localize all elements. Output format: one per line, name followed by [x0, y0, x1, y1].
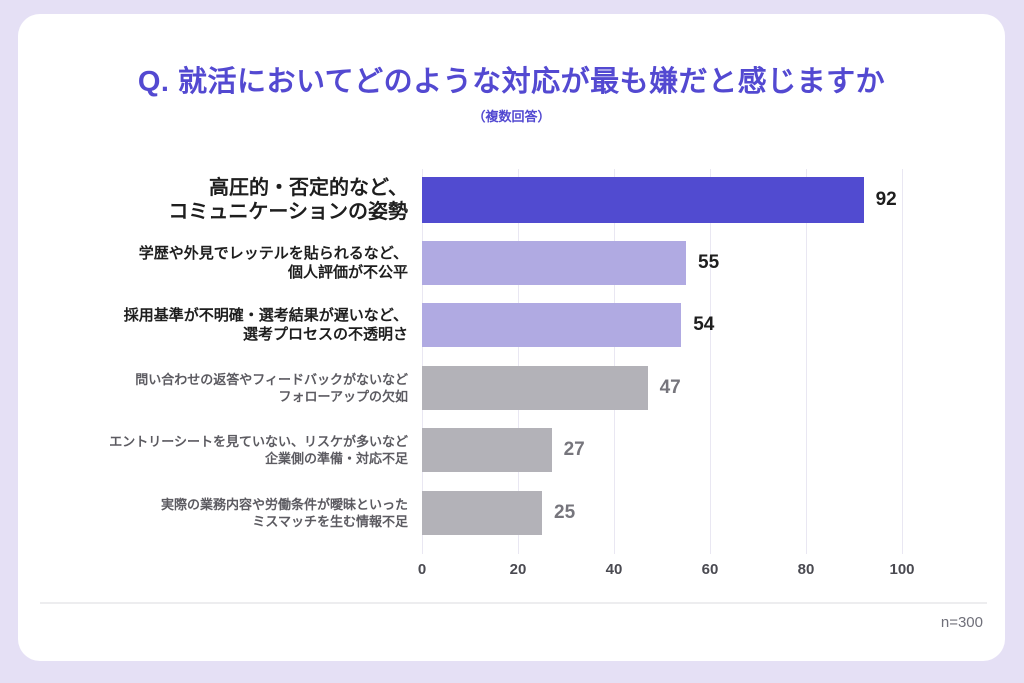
- chart-row: 高圧的・否定的など、 コミュニケーションの姿勢 92: [18, 169, 1005, 232]
- x-tick-label: 40: [605, 561, 623, 578]
- x-tick-label: 100: [889, 561, 915, 578]
- x-tick-label: 80: [797, 561, 815, 578]
- bar: [422, 303, 682, 347]
- category-label: 実際の業務内容や労働条件が曖昧といった ミスマッチを生む情報不足: [160, 496, 408, 529]
- x-axis: 0 20 40 60 80 100: [418, 561, 915, 581]
- gridline: [422, 169, 423, 554]
- x-tick-label: 60: [701, 561, 719, 578]
- sample-size: n=300: [940, 614, 983, 631]
- question-subtitle: （複数回答）: [472, 109, 551, 124]
- value-label: 92: [875, 189, 897, 210]
- value-label: 54: [693, 314, 715, 335]
- bar-chart: 高圧的・否定的など、 コミュニケーションの姿勢 92 学歴や外見でレッテルを貼られるな…: [18, 169, 1005, 578]
- value-label: 25: [554, 501, 576, 523]
- bar: [422, 177, 864, 223]
- footer-divider: [40, 602, 987, 604]
- gridline: [614, 169, 615, 554]
- category-label: エントリーシートを見ていない、リスケが多いなど 企業側の準備・対応不足: [109, 434, 408, 467]
- question-title: Q. 就活においてどのような対応が最も嫌だと感じますか: [137, 66, 886, 98]
- value-label: 47: [659, 376, 681, 398]
- x-tick-label: 0: [417, 561, 427, 578]
- category-label: 問い合わせの返答やフィードバックがないなど フォローアップの欠如: [135, 371, 408, 404]
- chart-row: 学歴や外見でレッテルを貼られるなど、 個人評価が不公平 55: [18, 232, 1005, 295]
- chart-rows: 高圧的・否定的など、 コミュニケーションの姿勢 92 学歴や外見でレッテルを貼られるな…: [18, 169, 1005, 544]
- chart-row: 採用基準が不明確・選考結果が遅いなど、 選考プロセスの不透明さ 54: [18, 294, 1005, 357]
- category-label: 学歴や外見でレッテルを貼られるなど、 個人評価が不公平: [138, 244, 408, 281]
- value-label: 27: [563, 439, 585, 460]
- chart-row: 問い合わせの返答やフィードバックがないなど フォローアップの欠如 47: [18, 357, 1005, 420]
- bar: [422, 490, 542, 535]
- chart-row: エントリーシートを見ていない、リスケが多いなど 企業側の準備・対応不足 27: [18, 419, 1005, 482]
- gridline: [518, 169, 519, 554]
- category-label: 採用基準が不明確・選考結果が遅いなど、 選考プロセスの不透明さ: [123, 307, 408, 344]
- gridline: [902, 169, 903, 554]
- gridlines: [422, 169, 903, 554]
- value-label: 55: [698, 251, 720, 273]
- bar: [422, 365, 648, 410]
- chart-row: 実際の業務内容や労働条件が曖昧といった ミスマッチを生む情報不足 25: [18, 482, 1005, 545]
- x-tick-label: 20: [509, 561, 527, 578]
- gridline: [710, 169, 711, 554]
- chart-card: Q. 就活においてどのような対応が最も嫌だと感じますか （複数回答） 高圧的・否…: [18, 14, 1005, 661]
- bar: [422, 428, 552, 472]
- bar: [422, 240, 686, 285]
- category-label: 高圧的・否定的など、 コミュニケーションの姿勢: [168, 177, 408, 224]
- gridline: [806, 169, 807, 554]
